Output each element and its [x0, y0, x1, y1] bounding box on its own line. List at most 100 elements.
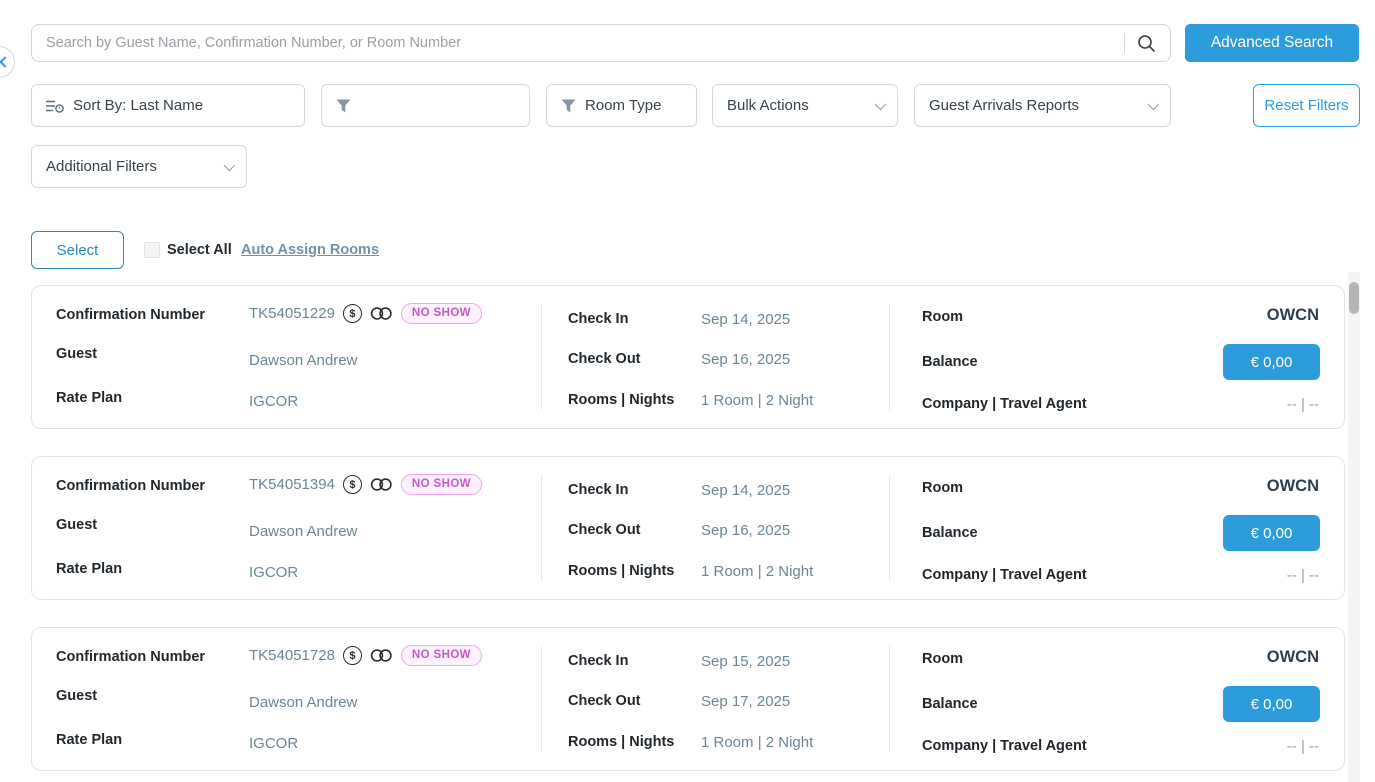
balance-button[interactable]: € 0,00 [1223, 515, 1320, 551]
check-out-value: Sep 16, 2025 [701, 351, 791, 368]
balance-button[interactable]: € 0,00 [1223, 686, 1320, 722]
bulk-actions-dropdown[interactable]: Bulk Actions [712, 84, 898, 127]
additional-filters-label: Additional Filters [46, 158, 157, 175]
chevron-down-icon [223, 159, 236, 171]
search-input[interactable] [46, 35, 1112, 51]
bulk-actions-label: Bulk Actions [727, 97, 809, 114]
confirmation-number-label: Confirmation Number [56, 649, 206, 665]
chevron-left-icon [0, 56, 11, 68]
sort-by-dropdown[interactable]: Sort By: Last Name [31, 84, 305, 127]
room-label: Room [922, 480, 964, 496]
select-all-label: Select All [167, 242, 232, 258]
check-in-label: Check In [568, 653, 629, 669]
check-out-label: Check Out [568, 522, 641, 538]
additional-filters-dropdown[interactable]: Additional Filters [31, 145, 247, 188]
balance-button[interactable]: € 0,00 [1223, 344, 1320, 380]
card-divider [541, 646, 542, 752]
guest-label: Guest [56, 688, 98, 704]
rate-plan-label: Rate Plan [56, 390, 123, 406]
balance-label: Balance [922, 525, 978, 541]
search-divider [1124, 33, 1125, 53]
company-travel-agent-value: -- | -- [1286, 738, 1319, 755]
check-in-value: Sep 14, 2025 [701, 482, 791, 499]
room-type-label: Room Type [585, 97, 662, 114]
rooms-nights-label: Rooms | Nights [568, 392, 675, 408]
card-divider [889, 304, 890, 410]
search-icon[interactable] [1137, 34, 1156, 53]
card-divider [889, 646, 890, 752]
funnel-icon [336, 99, 351, 113]
company-travel-agent-label: Company | Travel Agent [922, 396, 1087, 412]
rate-plan-label: Rate Plan [56, 732, 123, 748]
no-show-badge: NO SHOW [400, 645, 482, 666]
room-value: OWCN [1266, 306, 1319, 324]
select-button[interactable]: Select [31, 231, 124, 269]
confirmation-number-label: Confirmation Number [56, 307, 206, 323]
chevron-down-icon [1147, 98, 1160, 110]
no-show-badge: NO SHOW [400, 303, 482, 324]
rate-plan-value: IGCOR [249, 735, 299, 752]
room-value: OWCN [1266, 648, 1319, 666]
room-label: Room [922, 309, 964, 325]
select-all-checkbox[interactable] [144, 242, 160, 258]
auto-assign-rooms-link[interactable]: Auto Assign Rooms [241, 242, 380, 258]
company-travel-agent-label: Company | Travel Agent [922, 738, 1087, 754]
company-travel-agent-label: Company | Travel Agent [922, 567, 1087, 583]
filter-dropdown[interactable] [321, 84, 530, 127]
check-in-value: Sep 14, 2025 [701, 311, 791, 328]
rooms-nights-label: Rooms | Nights [568, 734, 675, 750]
check-out-value: Sep 17, 2025 [701, 693, 791, 710]
reservation-card: Confirmation Number TK54051394 $ NO SHOW… [31, 456, 1345, 600]
guest-arrivals-reports-dropdown[interactable]: Guest Arrivals Reports [914, 84, 1171, 127]
card-divider [541, 475, 542, 581]
guest-value: Dawson Andrew [249, 694, 358, 711]
guest-value: Dawson Andrew [249, 523, 358, 540]
balance-label: Balance [922, 354, 978, 370]
check-out-label: Check Out [568, 693, 641, 709]
confirmation-number-value: TK54051229 [249, 305, 335, 322]
check-out-value: Sep 16, 2025 [701, 522, 791, 539]
advanced-search-button[interactable]: Advanced Search [1185, 24, 1359, 62]
payment-icon[interactable]: $ [342, 646, 362, 665]
linked-reservation-icon[interactable] [370, 648, 393, 663]
company-travel-agent-value: -- | -- [1286, 396, 1319, 413]
room-value: OWCN [1266, 477, 1319, 495]
card-divider [541, 304, 542, 410]
chevron-down-icon [874, 98, 887, 110]
payment-icon[interactable]: $ [342, 304, 362, 323]
rooms-nights-value: 1 Room | 2 Night [701, 392, 814, 409]
balance-label: Balance [922, 696, 978, 712]
sort-icon [46, 99, 64, 113]
company-travel-agent-value: -- | -- [1286, 567, 1319, 584]
rate-plan-label: Rate Plan [56, 561, 123, 577]
collapse-panel-button[interactable] [0, 46, 15, 78]
confirmation-number-value: TK54051728 [249, 647, 335, 664]
rate-plan-value: IGCOR [249, 393, 299, 410]
linked-reservation-icon[interactable] [370, 477, 393, 492]
reset-filters-button[interactable]: Reset Filters [1253, 84, 1360, 127]
check-in-value: Sep 15, 2025 [701, 653, 791, 670]
rooms-nights-value: 1 Room | 2 Night [701, 563, 814, 580]
reservation-card: Confirmation Number TK54051229 $ NO SHOW… [31, 285, 1345, 429]
rate-plan-value: IGCOR [249, 564, 299, 581]
reservation-list: Confirmation Number TK54051229 $ NO SHOW… [31, 285, 1345, 782]
sort-by-label: Sort By: Last Name [73, 97, 204, 114]
check-out-label: Check Out [568, 351, 641, 367]
check-in-label: Check In [568, 311, 629, 327]
rooms-nights-label: Rooms | Nights [568, 563, 675, 579]
scrollbar-thumb[interactable] [1349, 282, 1359, 314]
guest-arrivals-reports-label: Guest Arrivals Reports [929, 97, 1080, 114]
search-bar [31, 24, 1171, 62]
linked-reservation-icon[interactable] [370, 306, 393, 321]
confirmation-number-value: TK54051394 [249, 476, 335, 493]
room-label: Room [922, 651, 964, 667]
card-divider [889, 475, 890, 581]
scrollbar[interactable] [1348, 272, 1360, 782]
payment-icon[interactable]: $ [342, 475, 362, 494]
guest-label: Guest [56, 517, 98, 533]
room-type-dropdown[interactable]: Room Type [546, 84, 697, 127]
guest-value: Dawson Andrew [249, 352, 358, 369]
rooms-nights-value: 1 Room | 2 Night [701, 734, 814, 751]
check-in-label: Check In [568, 482, 629, 498]
